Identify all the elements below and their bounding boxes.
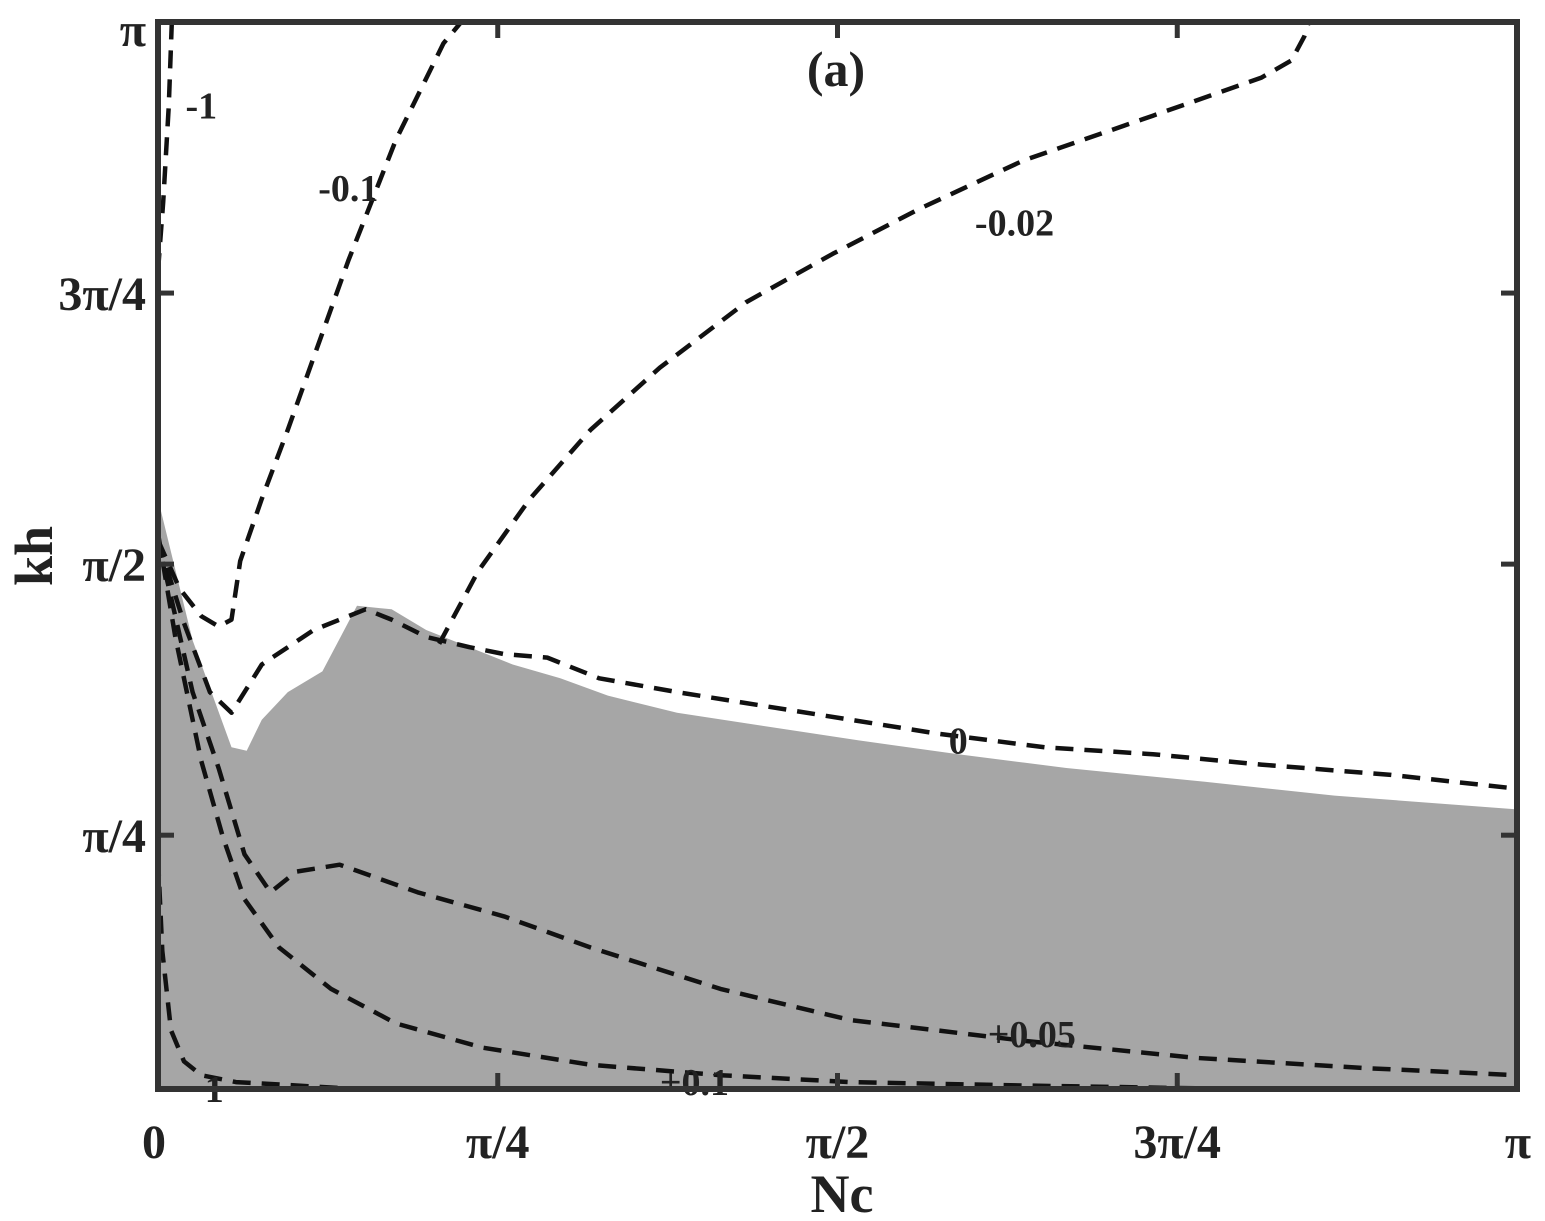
x-tick-label-1: π/4 <box>466 1116 530 1169</box>
contour-label-0: -1 <box>185 85 217 127</box>
contour-label-2: -0.02 <box>975 203 1054 245</box>
x-tick-label-3: 3π/4 <box>1133 1116 1221 1169</box>
ticks-layer: 0 π/4 π/2 3π/4 π π/4 π/2 3π/4 π <box>58 4 1531 1169</box>
x-tick-label-0: 0 <box>142 1116 166 1169</box>
contour-line-3 <box>155 539 1518 791</box>
y-tick-label-1: π/2 <box>82 539 146 592</box>
contour-label-5: +0.1 <box>660 1062 729 1104</box>
y-tick-label-2: 3π/4 <box>58 268 146 321</box>
shaded-region-layer <box>158 498 1517 1089</box>
y-axis-label: kh <box>4 526 64 586</box>
contour-label-4: +0.05 <box>988 1014 1076 1056</box>
y-tick-label-3: π <box>120 4 146 57</box>
contour-label-3: 0 <box>949 720 968 762</box>
contour-label-1: -0.1 <box>318 168 378 210</box>
y-tick-label-0: π/4 <box>82 810 146 863</box>
shaded-region <box>158 498 1517 1089</box>
x-tick-label-2: π/2 <box>806 1116 870 1169</box>
contour-line-2 <box>437 21 1311 645</box>
contour-line-1 <box>155 21 463 629</box>
x-tick-label-4: π <box>1505 1116 1531 1169</box>
panel-label: (a) <box>807 41 865 97</box>
x-axis-label: Nc <box>811 1164 874 1221</box>
contour-lines-layer <box>155 21 1518 1092</box>
contour-labels-layer: -1-0.1-0.020+0.05+0.11 <box>185 85 1075 1111</box>
contour-line-6 <box>155 857 358 1092</box>
